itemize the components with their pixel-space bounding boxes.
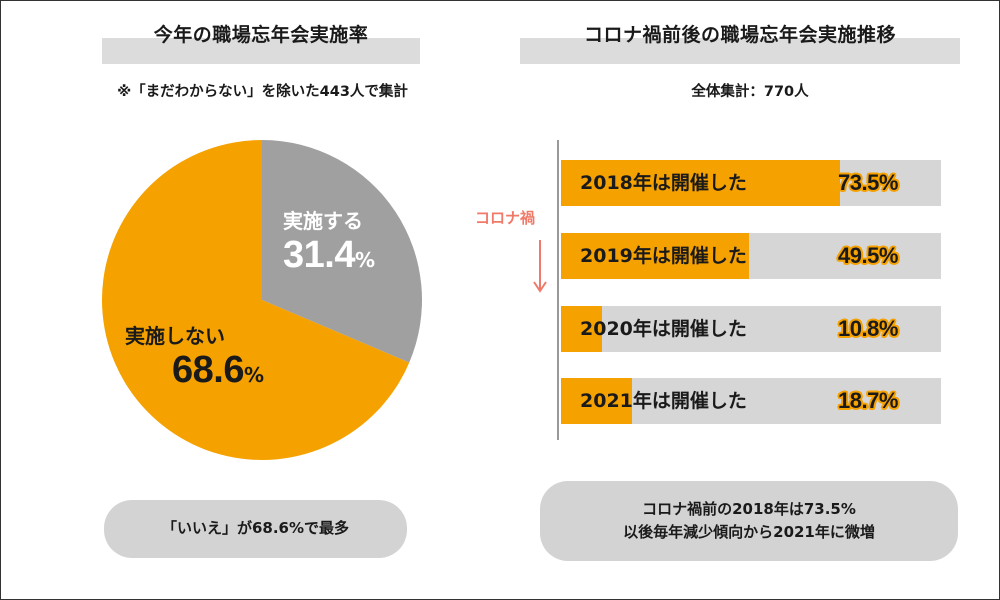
bar-track xyxy=(561,306,941,352)
left-summary-text: 「いいえ」が68.6%で最多 xyxy=(161,519,350,538)
bar-row-2020: 2020年は開催した 10.8% xyxy=(561,306,941,352)
pie-label-no-name: 実施しない xyxy=(125,324,225,348)
pie-label-no-unit: % xyxy=(243,363,265,387)
bar-value-2021: 18.7% xyxy=(838,388,898,413)
timeline-axis xyxy=(557,140,559,440)
bar-value-2018: 73.5% xyxy=(838,170,898,195)
pie-label-no: 実施しない 68.6% xyxy=(125,320,264,392)
bar-fill-2019 xyxy=(561,233,750,279)
left-title: 今年の職場忘年会実施率 xyxy=(153,24,369,46)
bar-fill-2020 xyxy=(561,306,603,352)
right-summary-pill: コロナ禍前の2018年は73.5% 以後毎年減少傾向から2021年に微増 xyxy=(540,481,958,561)
pie-label-yes-name: 実施する xyxy=(283,209,363,233)
pie-label-yes: 実施する 31.4% xyxy=(283,205,375,277)
left-note: ※「まだわからない」を除いた443人で集計 xyxy=(117,84,408,100)
pie-label-no-value: 68.6 xyxy=(172,349,244,391)
bar-label-2018: 2018年は開催した xyxy=(580,172,747,194)
right-summary-line1: コロナ禍前の2018年は73.5% xyxy=(642,499,856,518)
right-title: コロナ禍前後の職場忘年会実施推移 xyxy=(583,24,896,46)
right-note: 全体集計：770人 xyxy=(691,84,809,100)
right-title-underline xyxy=(520,38,960,64)
bar-value-2019: 49.5% xyxy=(838,243,898,268)
bar-row-2018: 2018年は開催した 73.5% xyxy=(561,160,941,206)
left-title-underline xyxy=(102,38,420,64)
covid-label: コロナ禍 xyxy=(475,209,536,227)
bar-fill-2018 xyxy=(561,160,841,206)
bar-row-2021: 2021年は開催した 18.7% xyxy=(561,378,941,424)
left-summary-pill: 「いいえ」が68.6%で最多 xyxy=(104,500,407,558)
bar-label-2020: 2020年は開催した xyxy=(580,318,747,340)
right-summary-line2: 以後毎年減少傾向から2021年に微増 xyxy=(623,523,875,541)
bar-label-2019: 2019年は開催した xyxy=(580,245,747,267)
bar-row-2019: 2019年は開催した 49.5% xyxy=(561,233,941,279)
pie-label-yes-value: 31.4 xyxy=(283,234,355,276)
pie-label-yes-unit: % xyxy=(354,248,376,272)
down-arrow-icon xyxy=(533,240,547,293)
bar-fill-2021 xyxy=(561,378,633,424)
bar-label-2021: 2021年は開催した xyxy=(580,390,747,412)
bar-value-2020: 10.8% xyxy=(838,316,898,341)
